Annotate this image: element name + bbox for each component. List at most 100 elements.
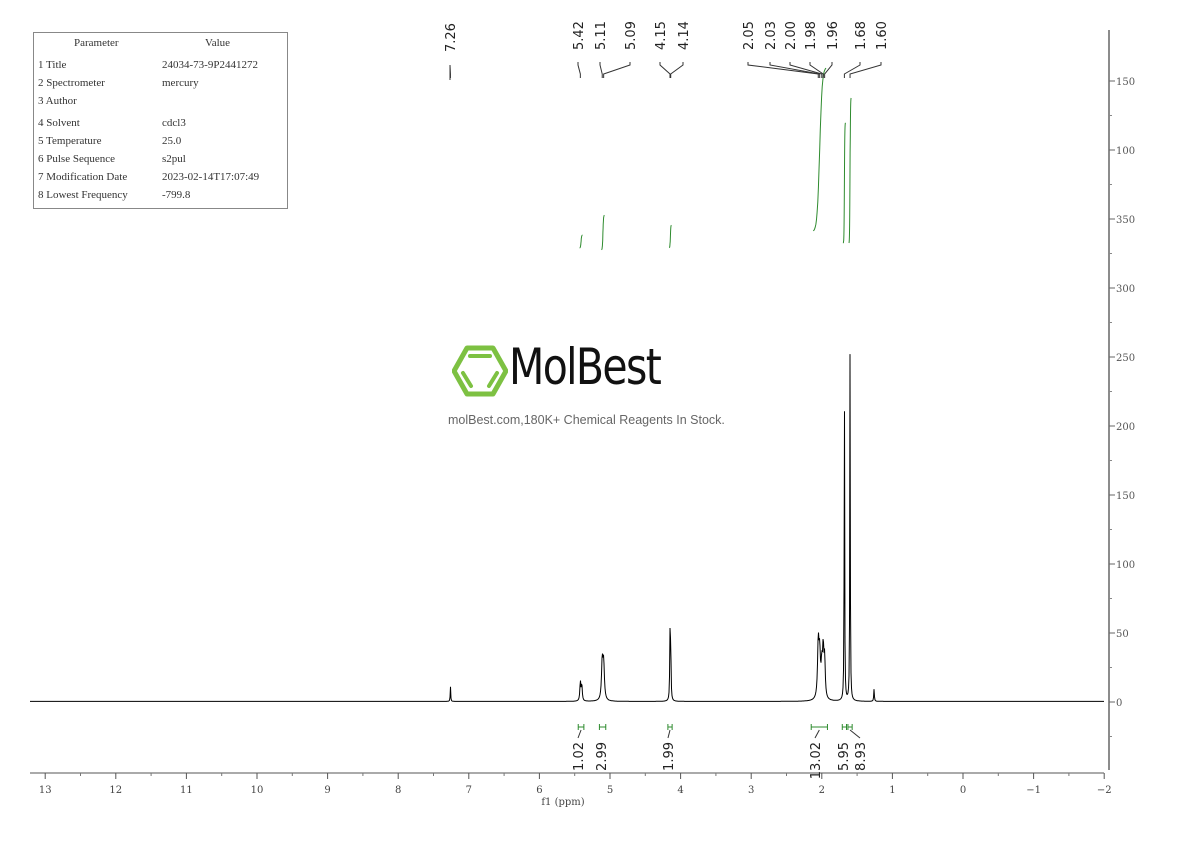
parameter-row: 2 Spectrometer mercury (38, 77, 288, 95)
x-tick-label: 3 (748, 785, 754, 796)
x-tick-label: 13 (39, 785, 52, 796)
peak-label: 4.15 (654, 21, 669, 50)
integral-label-connector (849, 729, 861, 739)
peak-label: 5.09 (624, 21, 639, 50)
peak-label-connector (824, 62, 833, 78)
molbest-logo: MolBest (451, 338, 672, 400)
parameter-row: 5 Temperature 25.0 (38, 135, 288, 153)
x-axis-label: f1 (ppm) (541, 797, 584, 808)
peak-label: 2.00 (784, 21, 799, 50)
watermark-tagline: molBest.com,180K+ Chemical Reagents In S… (448, 413, 725, 427)
x-tick-label: 9 (324, 785, 330, 796)
parameter-value: 24034-73-9P2441272 (162, 59, 258, 71)
parameter-value: s2pul (162, 153, 186, 165)
integral-bracket (810, 724, 828, 730)
integral-curve (601, 214, 605, 251)
header-parameter: Parameter (74, 37, 119, 49)
parameter-row: 1 Title 24034-73-9P2441272 (38, 59, 288, 77)
parameter-row: 4 Solvent cdcl3 (38, 117, 288, 135)
peak-label-connector (849, 62, 882, 78)
peak-label-connector (577, 62, 581, 78)
x-tick-label: −2 (1097, 785, 1112, 796)
x-tick-label: 7 (466, 785, 472, 796)
parameter-key: 4 Solvent (38, 117, 80, 129)
integral-bracket (667, 724, 673, 730)
integral-curve (848, 97, 852, 244)
y-tick-label: 300 (1116, 284, 1135, 295)
x-tick-label: 12 (109, 785, 122, 796)
x-tick-label: 6 (536, 785, 542, 796)
header-value: Value (205, 37, 231, 49)
parameter-value: 25.0 (162, 135, 182, 147)
integral-label-connector (814, 729, 820, 739)
parameter-key: 1 Title (38, 59, 67, 71)
integral-value-label: 13.02 (809, 742, 824, 779)
peak-label-connector (670, 62, 684, 78)
parameter-row: 6 Pulse Sequence s2pul (38, 153, 288, 171)
peak-label-connector (747, 62, 819, 78)
integral-curve (668, 224, 672, 249)
peak-label: 5.42 (572, 21, 587, 50)
x-tick-label: 2 (819, 785, 825, 796)
peak-label: 1.60 (875, 21, 890, 50)
parameter-key: 3 Author (38, 95, 77, 107)
brand-name: MolBest (509, 338, 662, 396)
y-tick-label: 100 (1116, 560, 1135, 571)
integral-curve (842, 122, 846, 244)
y-tick-label: 100 (1116, 146, 1135, 157)
parameter-value: 2023-02-14T17:07:49 (162, 171, 260, 183)
parameter-value: cdcl3 (162, 117, 186, 129)
parameter-row: 3 Author (38, 95, 288, 113)
peak-label: 5.11 (594, 21, 609, 50)
peak-label-connector (789, 62, 823, 78)
integral-value-label: 8.93 (854, 742, 869, 771)
peak-label: 1.96 (826, 21, 841, 50)
parameter-row: 7 Modification Date 2023-02-14T17:07:49 (38, 171, 288, 189)
peak-label: 4.14 (677, 21, 692, 50)
integral-bracket (841, 724, 848, 730)
peak-label: 2.03 (764, 21, 779, 50)
peak-label-connector (843, 62, 861, 78)
y-tick-label: 150 (1116, 77, 1135, 88)
parameter-key: 7 Modification Date (38, 171, 128, 183)
y-tick-label: 0 (1116, 698, 1122, 709)
integral-value-label: 5.95 (837, 742, 852, 771)
peak-label-connector (603, 62, 631, 78)
peak-label: 1.98 (804, 21, 819, 50)
integral-bracket (598, 724, 607, 730)
x-tick-label: 4 (677, 785, 683, 796)
y-tick-label: 200 (1116, 422, 1135, 433)
integral-value-label: 1.02 (572, 742, 587, 771)
parameter-value: -799.8 (162, 189, 191, 201)
peak-label-connector (809, 62, 824, 78)
peak-label-connector (659, 62, 671, 78)
x-tick-label: 5 (607, 785, 613, 796)
integral-curve (812, 67, 827, 232)
peak-label-connector (599, 62, 603, 78)
integral-value-label: 1.99 (662, 742, 677, 771)
benzene-logo-icon (451, 345, 509, 397)
y-tick-label: 50 (1116, 629, 1129, 640)
peak-label: 7.26 (444, 23, 459, 52)
y-tick-label: 350 (1116, 215, 1135, 226)
integral-bracket (577, 724, 585, 730)
x-tick-label: −1 (1026, 785, 1041, 796)
y-tick-label: 150 (1116, 491, 1135, 502)
x-tick-label: 0 (960, 785, 966, 796)
parameter-key: 2 Spectrometer (38, 77, 105, 89)
x-tick-label: 11 (180, 785, 193, 796)
parameter-key: 5 Temperature (38, 135, 102, 147)
peak-label-connector (769, 62, 821, 78)
x-tick-label: 8 (395, 785, 401, 796)
integral-label-connector (577, 729, 582, 739)
x-tick-label: 10 (251, 785, 264, 796)
parameter-table-header: Parameter Value (38, 37, 288, 55)
spectrum-trace (30, 354, 1104, 702)
peak-label: 1.68 (854, 21, 869, 50)
integral-label-connector (667, 729, 671, 739)
parameter-value: mercury (162, 77, 199, 89)
peak-label: 2.05 (742, 21, 757, 50)
parameter-row: 8 Lowest Frequency -799.8 (38, 189, 288, 207)
integral-value-label: 2.99 (595, 742, 610, 771)
y-tick-label: 250 (1116, 353, 1135, 364)
